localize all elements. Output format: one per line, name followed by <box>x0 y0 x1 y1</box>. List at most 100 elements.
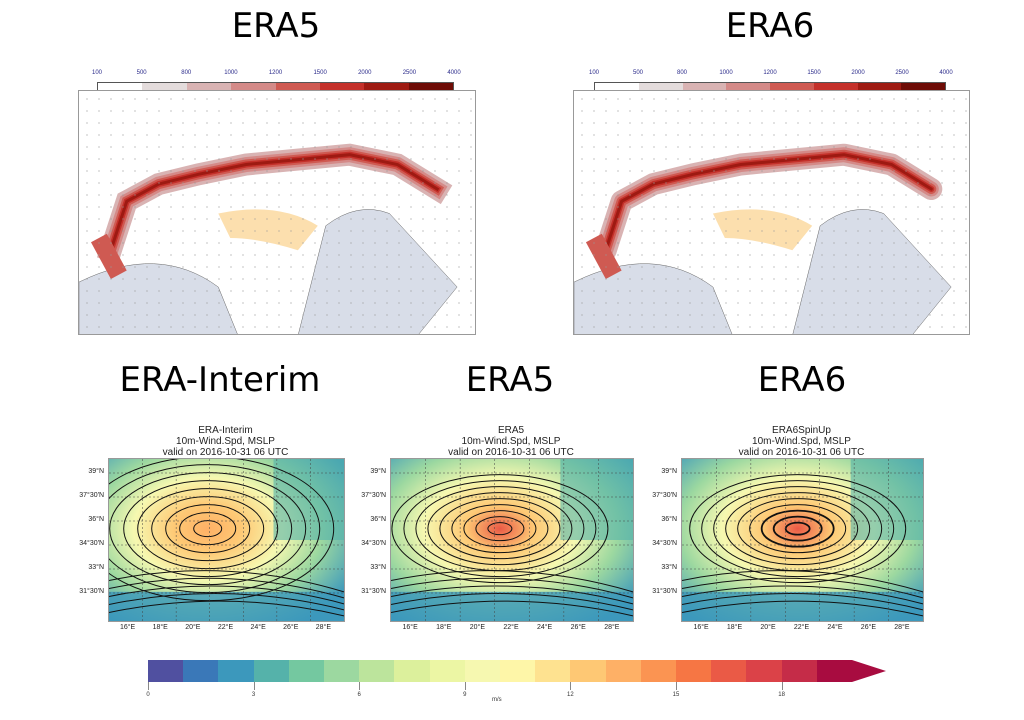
colorbar-tick-label: 15 <box>672 692 680 698</box>
colorbar-tick-label: 4000 <box>447 70 461 76</box>
lat-label: 39°N <box>370 468 386 475</box>
colorbar-tick <box>359 682 361 690</box>
lon-label: 18°E <box>726 624 743 631</box>
isobar <box>682 577 923 599</box>
colorbar-segment <box>408 83 453 94</box>
colorbar-segment <box>638 83 683 94</box>
wind-unit-label: m/s <box>492 697 502 703</box>
wind-map-valid: valid on 2016-10-31 06 UTC <box>738 447 865 458</box>
lat-label: 37°30'N <box>79 492 104 499</box>
colorbar-segment <box>319 83 365 94</box>
wind-map-subtitle: 10m-Wind.Spd, MSLP <box>752 436 851 447</box>
isobar <box>109 459 335 602</box>
lon-label: 18°E <box>152 624 168 631</box>
lat-label: 36°N <box>661 516 677 523</box>
lat-label: 37°30'N <box>361 492 386 499</box>
colorbar-tick-label: 800 <box>181 70 192 76</box>
isobar <box>137 488 279 570</box>
lat-label: 39°N <box>661 468 677 475</box>
colorbar-tick-label: 2000 <box>851 70 865 76</box>
lat-label: 33°N <box>370 564 386 571</box>
colorbar-tick-label: 1200 <box>763 70 777 76</box>
colorbar-tick-label: 1000 <box>719 70 733 76</box>
wind-map-title: ERA5 10m-Wind.Spd, MSLP valid on 2016-10-3… <box>390 425 632 458</box>
isobar <box>151 496 265 562</box>
colorbar-segment <box>394 660 431 682</box>
title-era6-top: ERA6 <box>725 6 815 46</box>
colorbar-segment <box>640 660 677 682</box>
colorbar-segment <box>781 660 818 682</box>
isobar <box>391 600 633 617</box>
colorbar-segment <box>901 83 945 94</box>
lat-label: 34°30'N <box>652 540 677 547</box>
lon-label: 28°E <box>894 624 910 631</box>
lat-label: 34°30'N <box>361 540 386 547</box>
lon-label: 16°E <box>693 624 709 631</box>
wind-map-title: ERA6SpinUp <box>772 425 831 436</box>
isobar <box>475 516 525 542</box>
colorbar-tick-label: 100 <box>588 70 600 76</box>
isobar <box>109 570 344 593</box>
isobar <box>737 498 859 560</box>
colorbar-segment <box>857 83 902 94</box>
sea-tyrrhenian <box>574 263 733 334</box>
colorbar-tick-label: 1200 <box>268 70 283 76</box>
sea-adriatic <box>792 209 952 334</box>
sea-adriatic <box>298 209 458 334</box>
colorbar-segment <box>464 660 501 682</box>
isobar <box>689 474 907 584</box>
isobar <box>682 593 923 611</box>
colorbar-tick <box>464 682 466 690</box>
precip-band <box>108 153 440 253</box>
isobar <box>772 515 823 542</box>
lon-label: 22°E <box>503 624 519 631</box>
lon-label: 28°E <box>315 624 332 631</box>
colorbar-tick-label: 1500 <box>313 70 327 76</box>
colorbar-tick-label: 12 <box>567 692 574 698</box>
isobar <box>109 577 344 599</box>
colorbar-segment <box>676 660 712 682</box>
isobar <box>682 570 923 593</box>
precip-band <box>604 153 933 252</box>
colorbar-segment <box>253 660 290 682</box>
colorbar-segment <box>746 660 783 682</box>
colorbar-tick-label: 2000 <box>358 70 372 76</box>
title-era5-top: ERA5 <box>231 6 321 46</box>
lon-label: 24°E <box>250 624 266 631</box>
wind-map-subtitle: 10m-Wind.Spd, MSLP <box>461 436 561 447</box>
isobar <box>109 472 307 586</box>
lon-label: 26°E <box>283 624 299 631</box>
title-era-interim: ERA-Interim <box>119 360 321 400</box>
isobar <box>760 509 835 548</box>
colorbar-tick <box>253 682 255 690</box>
colorbar-tick <box>570 682 572 690</box>
lon-label: 20°E <box>760 624 776 631</box>
isobar <box>749 504 847 554</box>
lat-label: 31°30'N <box>79 588 104 595</box>
lat-label: 36°N <box>88 516 104 523</box>
wind-map-title: ERA5 <box>497 425 525 436</box>
colorbar-tick-label: 0 <box>146 692 150 698</box>
colorbar-segment <box>682 83 727 94</box>
colorbar-segment <box>816 660 853 682</box>
wind-map-1 <box>390 458 634 622</box>
lat-label: 33°N <box>661 564 677 571</box>
colorbar-segment <box>324 660 360 682</box>
colorbar-tick-label: 1500 <box>807 70 821 76</box>
colorbar-tick-label: 1000 <box>224 70 238 76</box>
colorbar-segment <box>711 660 747 682</box>
isobar <box>109 585 344 605</box>
isobar <box>439 498 561 560</box>
isobar <box>682 600 923 617</box>
lon-label: 26°E <box>860 624 877 631</box>
colorbar-segment <box>364 83 409 94</box>
precip-map-era5 <box>78 90 476 335</box>
colorbar-tick-label: 9 <box>463 692 467 698</box>
lon-label: 24°E <box>536 624 553 631</box>
colorbar-tick <box>676 682 677 690</box>
colorbar-tick <box>148 682 149 690</box>
colorbar-tick-label: 100 <box>91 70 103 76</box>
lat-label: 33°N <box>88 564 104 571</box>
isobar <box>403 480 597 578</box>
colorbar-segment <box>186 83 232 94</box>
